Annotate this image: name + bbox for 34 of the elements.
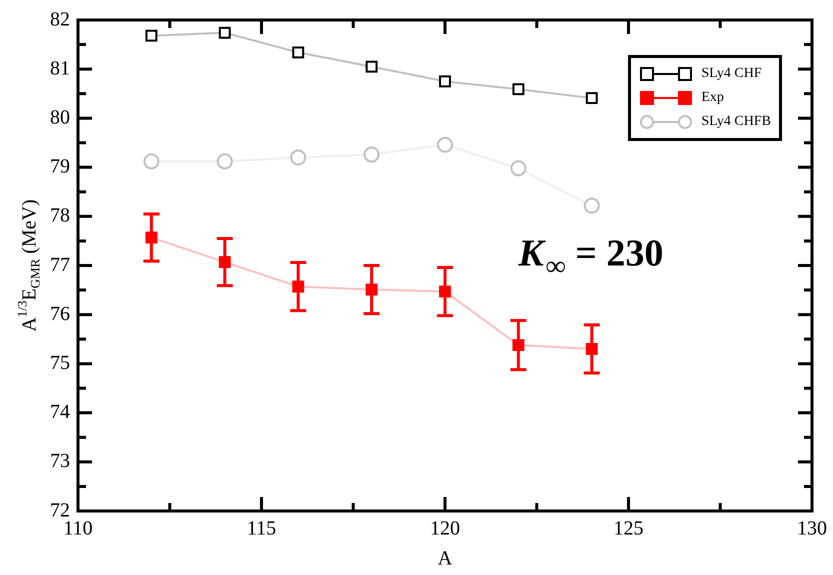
point <box>439 75 451 88</box>
y-tick-label: 76 <box>50 302 70 325</box>
point <box>586 92 598 104</box>
y-tick-label: 78 <box>50 204 70 227</box>
y-axis-title: A1/3EGMR (MeV) <box>14 199 42 332</box>
point <box>584 198 600 214</box>
point <box>216 153 233 170</box>
y-tick-label: 82 <box>50 8 70 30</box>
y-tick-label: 80 <box>50 106 70 128</box>
y-tick-label: 73 <box>50 450 70 472</box>
y-tick-label: 81 <box>50 57 70 80</box>
y-tick-label: 75 <box>50 352 70 374</box>
x-tick-label: 125 <box>614 517 644 540</box>
x-axis-title: A <box>438 547 453 570</box>
point <box>510 160 526 176</box>
x-tick-label: 115 <box>246 517 276 540</box>
y-tick-label: 74 <box>50 401 70 424</box>
y-tick-label: 77 <box>50 254 70 276</box>
legend-label: Exp <box>701 90 724 106</box>
y-tick-label: 79 <box>50 156 70 178</box>
x-tick-label: 130 <box>797 517 827 540</box>
point <box>437 136 453 153</box>
legend-label: SLy4 CHFB <box>701 114 771 130</box>
point <box>145 30 158 42</box>
point <box>218 26 231 39</box>
point <box>292 46 304 58</box>
annotation: K∞ = 230 <box>517 232 664 282</box>
point <box>364 146 380 163</box>
point <box>366 60 378 73</box>
point <box>143 153 160 170</box>
point <box>290 149 306 166</box>
x-tick-label: 120 <box>430 517 460 540</box>
point <box>512 83 524 96</box>
legend-label: SLy4 CHF <box>701 66 762 82</box>
